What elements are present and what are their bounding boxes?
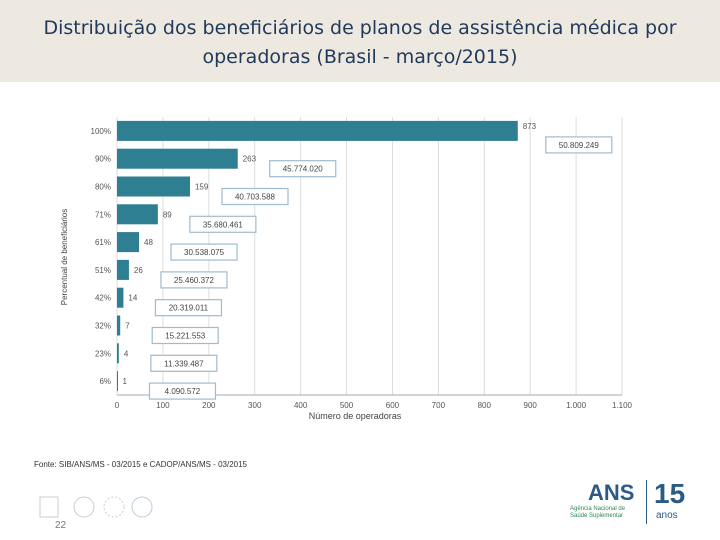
beneficiary-box (170, 243, 238, 261)
logo-divider (646, 480, 647, 524)
title-band (0, 0, 720, 82)
beneficiary-box (269, 160, 337, 178)
beneficiary-label: 35.680.461 (203, 220, 244, 229)
bar-chart: 100% 90% 80% 71% 61% 51% 42% 32% 23% 6% 873 263 159… (60, 117, 633, 421)
count-label: 1 (122, 377, 127, 386)
beneficiary-label: 45.774.020 (283, 165, 324, 174)
beneficiary-box (160, 271, 228, 289)
count-label: 873 (523, 122, 537, 131)
beneficiary-label: 40.703.588 (235, 193, 276, 202)
beneficiary-label: 20.319.011 (169, 304, 209, 313)
category-label: 42% (95, 294, 111, 303)
bar (117, 343, 119, 364)
category-label: 32% (95, 322, 111, 331)
bar (117, 315, 121, 336)
category-label: 90% (95, 155, 111, 164)
beneficiary-label: 11.339.487 (164, 359, 204, 368)
beneficiary-box (221, 187, 289, 206)
x-tick-label: 0 (115, 401, 120, 410)
bar (117, 371, 118, 392)
x-tick-label: 500 (340, 401, 354, 410)
x-tick-label: 800 (478, 401, 492, 410)
beneficiary-box (189, 215, 257, 233)
beneficiary-box (148, 382, 217, 400)
bar (117, 176, 190, 197)
count-label: 26 (134, 266, 143, 275)
count-label: 263 (243, 155, 257, 164)
beneficiary-label: 25.460.372 (174, 276, 215, 285)
page-title: Distribuição dos beneficiários de planos… (0, 14, 720, 72)
count-label: 4 (124, 349, 129, 358)
bars (117, 120, 518, 392)
title-line-2: operadoras (Brasil - março/2015) (202, 46, 518, 68)
x-tick-label: 100 (156, 401, 170, 410)
category-label: 80% (95, 183, 111, 192)
category-label: 71% (95, 210, 111, 219)
count-label: 48 (144, 238, 153, 247)
beneficiary-boxes: 50.809.249 45.774.020 40.703.588 35.680.461… (148, 136, 613, 400)
beneficiary-label: 4.090.572 (165, 387, 201, 396)
x-axis-label: Número de operadoras (309, 411, 402, 421)
count-label: 7 (125, 322, 130, 331)
x-tick-label: 700 (432, 401, 446, 410)
x-tick-label: 1.000 (566, 401, 587, 410)
category-label: 100% (91, 127, 111, 136)
source-note: Fonte: SIB/ANS/MS - 03/2015 e CADOP/ANS/… (34, 460, 247, 469)
count-labels: 873 263 159 89 48 26 14 7 4 1 (122, 122, 536, 386)
y-axis-label: Percentual de beneficiários (60, 209, 69, 306)
x-tick-labels: 0 100 200 300 400 500 600 700 800 900 1.000 1.100 (115, 401, 633, 410)
beneficiary-box (545, 136, 613, 154)
bar (117, 204, 158, 225)
page-number: 22 (55, 520, 67, 531)
beneficiary-box (151, 326, 219, 345)
bar (117, 120, 518, 141)
title-line-1: Distribuição dos beneficiários de planos… (43, 17, 677, 39)
x-tick-label: 300 (248, 401, 262, 410)
bar (117, 148, 238, 169)
x-tick-label: 200 (202, 401, 216, 410)
beneficiary-box (154, 299, 223, 317)
category-label: 51% (95, 266, 111, 275)
logo-name: ANS (588, 480, 635, 505)
mark-square-icon (39, 496, 59, 518)
beneficiary-label: 50.809.249 (559, 141, 600, 150)
category-labels: 100% 90% 80% 71% 61% 51% 42% 32% 23% 6% (91, 127, 111, 386)
ans-logo: ANS Agência Nacional de Saúde Suplementa… (568, 478, 698, 528)
beneficiary-label: 15.221.553 (165, 332, 206, 341)
mark-seal-icon (131, 496, 153, 518)
count-label: 89 (163, 210, 172, 219)
bar (117, 259, 129, 280)
x-tick-label: 1.100 (612, 401, 633, 410)
x-tick-label: 600 (386, 401, 400, 410)
mark-gear-icon (103, 496, 125, 518)
beneficiary-box (150, 354, 218, 372)
logo-years-label: anos (656, 510, 678, 521)
logo-years: 15 (654, 478, 686, 509)
category-label: 61% (95, 238, 111, 247)
count-label: 159 (195, 183, 209, 192)
bar (117, 232, 140, 253)
x-tick-label: 400 (294, 401, 308, 410)
count-label: 14 (128, 294, 137, 303)
bar (117, 287, 124, 308)
x-tick-label: 900 (524, 401, 538, 410)
beneficiary-label: 30.538.075 (184, 248, 225, 257)
certification-marks (39, 496, 153, 518)
mark-circle-icon (73, 496, 95, 518)
category-label: 6% (99, 377, 111, 386)
logo-subtitle: Agência Nacional de Saúde Suplementar (570, 506, 626, 519)
category-label: 23% (95, 349, 111, 358)
